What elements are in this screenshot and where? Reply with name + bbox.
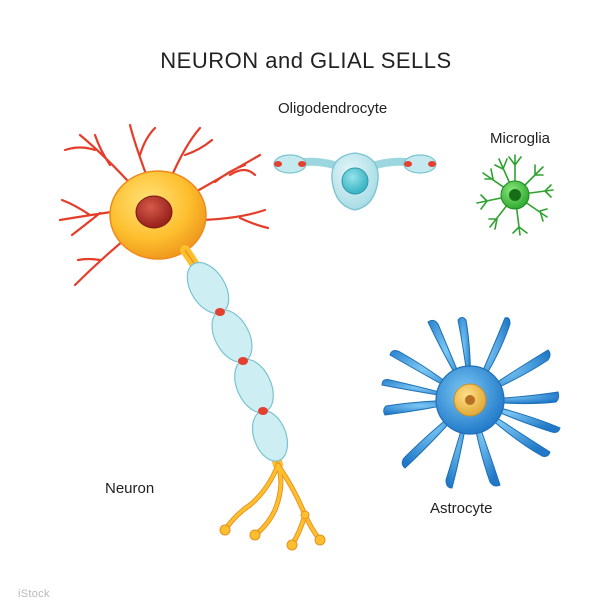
microglia-cell <box>465 145 565 245</box>
diagram-title: NEURON and GLIAL SELLS <box>0 48 612 74</box>
oligodendrocyte-cell <box>270 118 440 228</box>
astrocyte-cell <box>370 300 570 500</box>
neuron-label: Neuron <box>105 480 154 497</box>
astrocyte-label: Astrocyte <box>430 500 493 517</box>
microglia-label: Microglia <box>490 130 550 147</box>
watermark: iStock <box>18 588 50 600</box>
oligodendrocyte-label: Oligodendrocyte <box>278 100 387 117</box>
